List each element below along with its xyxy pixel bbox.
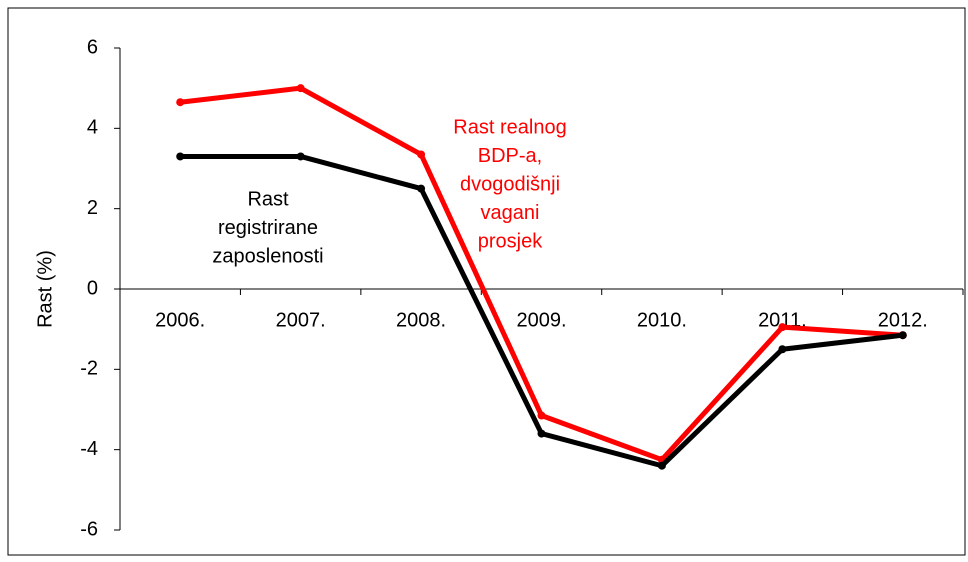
- series-label: Rast: [247, 188, 289, 210]
- x-tick-label: 2007.: [276, 309, 326, 331]
- x-tick-label: 2009.: [516, 309, 566, 331]
- y-tick-label: -6: [80, 518, 98, 540]
- series-label: zaposlenosti: [212, 245, 323, 267]
- frame: [7, 7, 966, 556]
- point: [296, 84, 305, 93]
- series-label: vagani: [481, 202, 540, 224]
- point: [778, 345, 787, 354]
- x-tick-label: 2008.: [396, 309, 446, 331]
- series-label: registrirane: [218, 217, 318, 239]
- y-tick-label: 0: [87, 277, 98, 299]
- point: [537, 429, 546, 438]
- x-tick-label: 2012.: [878, 309, 928, 331]
- point: [296, 152, 305, 161]
- point: [176, 152, 185, 161]
- x-tick-label: 2010.: [637, 309, 687, 331]
- y-tick-label: -2: [80, 358, 98, 380]
- y-tick-label: 6: [87, 36, 98, 58]
- y-tick-label: 2: [87, 197, 98, 219]
- point: [176, 98, 185, 107]
- series-label: BDP-a,: [478, 145, 542, 167]
- point: [417, 184, 426, 193]
- y-tick-label: 4: [87, 117, 98, 139]
- point: [417, 150, 426, 159]
- series-label: dvogodišnji: [460, 173, 560, 195]
- point: [898, 331, 907, 340]
- x-tick-label: 2006.: [155, 309, 205, 331]
- point: [657, 461, 666, 470]
- series-label: Rast realnog: [453, 116, 566, 138]
- series-label: prosjek: [478, 230, 543, 252]
- point: [778, 323, 787, 332]
- y-tick-label: -4: [80, 438, 98, 460]
- y-axis-label: Rast (%): [34, 250, 56, 328]
- point: [537, 411, 546, 420]
